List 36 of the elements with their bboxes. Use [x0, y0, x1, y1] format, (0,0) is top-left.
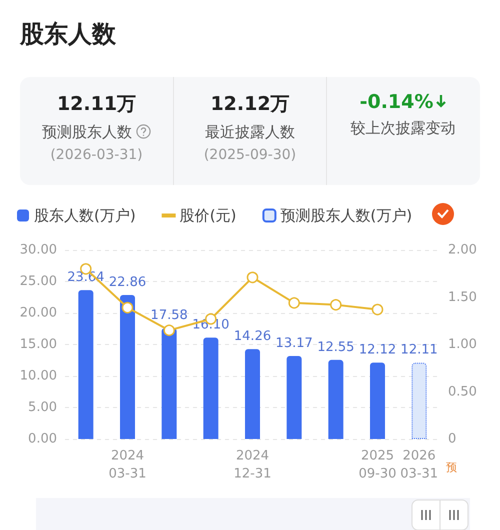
y-tick-label: 10.00 [20, 368, 57, 384]
data-label: 13.17 [276, 336, 313, 352]
data-label: 12.55 [317, 340, 354, 355]
y2-tick-label: 2.00 [448, 242, 477, 258]
text: 股东人数 [20, 19, 116, 50]
text: 12.12万 [209, 92, 291, 117]
y-tick-label: 25.00 [20, 274, 57, 289]
text: 较上次披露变动 [350, 119, 456, 138]
legend-label: 预测股东人数(万户) [280, 206, 412, 224]
x-tick-label: 2025 09-30 [358, 448, 396, 482]
text: 12.11万 [56, 92, 138, 117]
x-tick-label: 2024 12-31 [234, 448, 272, 482]
y-tick-label: 5.00 [28, 400, 57, 415]
y-tick-label: 0.00 [28, 432, 57, 446]
text: (2025-09-30) [202, 147, 298, 163]
legend-label: 股价(元) [180, 206, 236, 224]
y-tick-label: 30.00 [20, 242, 57, 258]
y2-tick-label: 1.00 [448, 337, 477, 352]
text: -0.14% [358, 91, 434, 113]
y2-tick-label: 0 [448, 432, 456, 446]
y2-tick-label: 1.50 [448, 290, 477, 305]
legend-label: 股东人数(万户) [34, 206, 136, 224]
data-label: 22.86 [108, 274, 146, 290]
x-tick-label: 2026 03-31 [400, 448, 438, 482]
text: 最近披露人数 [204, 123, 296, 142]
text: 预 [446, 461, 457, 474]
text: (2026-03-31) [49, 147, 144, 163]
y-tick-label: 15.00 [20, 337, 57, 352]
text: 预测股东人数 [41, 123, 133, 142]
data-label: 12.12 [358, 342, 396, 358]
x-tick-label: 2024 03-31 [108, 448, 146, 482]
y2-tick-label: 0.50 [448, 384, 477, 400]
data-label: 17.58 [150, 308, 188, 324]
y-tick-label: 20.00 [20, 306, 57, 320]
data-label: 14.26 [234, 329, 272, 344]
data-label: 12.11 [400, 342, 438, 358]
